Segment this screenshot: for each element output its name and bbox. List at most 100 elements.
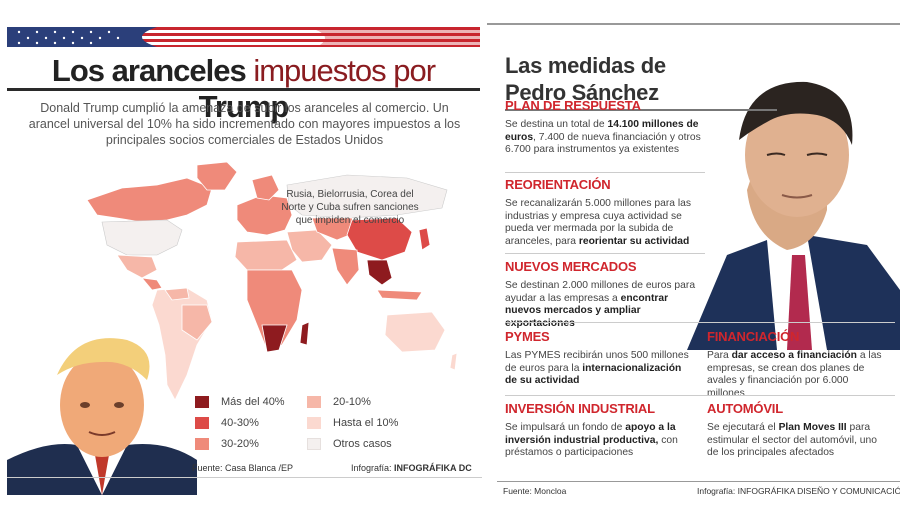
map-scandinavia: [251, 174, 280, 201]
section-text: Las PYMES recibirán unos 500 millones de…: [505, 349, 689, 374]
tariffs-infographic: Los aranceles impuestos por Trump Donald…: [7, 20, 482, 495]
legend-swatch: [307, 417, 321, 429]
section-heading: AUTOMÓVIL: [707, 401, 783, 416]
section-highlight: Plan Moves III: [778, 421, 847, 433]
map-madagascar: [299, 321, 310, 346]
map-china: [346, 217, 413, 261]
section-nuevos-mercados: NUEVOS MERCADOS Se destinan 2.000 millon…: [505, 259, 705, 331]
map-brazil: [181, 304, 213, 341]
section-text: Para: [707, 349, 732, 361]
section-financiacion: FINANCIACIÓN Para dar acceso a financiac…: [707, 329, 887, 401]
legend-item: Otros casos: [307, 438, 392, 450]
footer-divider: [497, 481, 900, 482]
section-text: , 7.400 de nueva financiación y otros 6.…: [505, 131, 701, 156]
title-divider: [7, 88, 480, 91]
section-text: para estimular el sector del automóvil, …: [707, 421, 877, 459]
credit-name: INFOGRÁFIKA DC: [394, 463, 472, 473]
title-part-3: Trump: [198, 89, 290, 124]
legend-item: 20-10%: [307, 396, 371, 408]
section-divider: [505, 172, 705, 173]
section-text: a las empresas, se crean dos planes de a…: [707, 349, 882, 400]
map-greenland: [196, 161, 238, 191]
map-australia: [384, 311, 446, 353]
map-southeast-asia: [366, 259, 393, 286]
map-legend: Más del 40% 40-30% 30-20% 20-10% Hasta e…: [195, 392, 455, 472]
map-mexico: [116, 254, 158, 279]
title-part-2: impuestos por: [253, 53, 436, 88]
section-heading: NUEVOS MERCADOS: [505, 259, 637, 274]
section-highlight: apoyo a la inversión industrial producti…: [505, 421, 676, 446]
sanchez-measures-infographic: Las medidas de Pedro Sánchez PLAN DE RES…: [487, 20, 900, 496]
legend-label: Más del 40%: [221, 396, 285, 408]
map-central-asia: [311, 217, 358, 241]
map-north-africa: [234, 239, 298, 271]
map-usa: [101, 219, 183, 256]
legend-label: Otros casos: [333, 438, 392, 450]
section-heading: PYMES: [505, 329, 550, 344]
legend-item: Más del 40%: [195, 396, 285, 408]
us-flag-banner: [7, 27, 480, 47]
section-heading: REORIENTACIÓN: [505, 177, 611, 192]
intro-text: Donald Trump cumplió la amenaza de subir…: [28, 101, 461, 147]
legend-label: Hasta el 10%: [333, 417, 399, 429]
title-line-1: Las medidas de: [505, 53, 666, 78]
section-text: con préstamos o participaciones: [505, 434, 678, 459]
legend-swatch: [195, 438, 209, 450]
legend-swatch: [195, 396, 209, 408]
section-text: Se ejecutará el: [707, 421, 779, 433]
map-indonesia: [376, 289, 423, 301]
section-highlight: dar acceso a financiación: [731, 349, 857, 361]
legend-swatch: [195, 417, 209, 429]
trump-portrait: [7, 338, 197, 495]
legend-swatch: [307, 396, 321, 408]
right-credit: Infografía: INFOGRÁFIKA DISEÑO Y COMUNIC…: [697, 486, 900, 496]
legend-item: 40-30%: [195, 417, 259, 429]
section-highlight: internacionalización de su actividad: [505, 362, 682, 387]
left-source: Fuente: Casa Blanca /EP: [192, 463, 294, 473]
section-divider: [505, 395, 895, 396]
section-text: Se destinan 2.000 millones de euros para…: [505, 279, 696, 304]
section-heading: FINANCIACIÓN: [707, 329, 800, 344]
title-divider: [505, 109, 777, 111]
infographic-title: Los aranceles impuestos por Trump: [7, 53, 480, 125]
section-plan-respuesta: PLAN DE RESPUESTA Se destina un total de…: [505, 98, 705, 157]
section-pymes: PYMES Las PYMES recibirán unos 500 millo…: [505, 329, 695, 388]
section-text: Se recanalizarán 5.000 millones para las…: [505, 197, 692, 248]
section-heading: INVERSIÓN INDUSTRIAL: [505, 401, 655, 416]
map-new-zealand: [449, 352, 458, 371]
section-highlight: 14.100 millones de euros: [505, 118, 699, 143]
title-part-1: Los aranceles: [51, 53, 247, 88]
section-text: Se impulsará un fondo de: [505, 421, 626, 433]
credit-label: Infografía:: [351, 463, 392, 473]
section-automovil: AUTOMÓVIL Se ejecutará el Plan Moves III…: [707, 401, 887, 460]
legend-label: 30-20%: [221, 438, 259, 450]
legend-label: 20-10%: [333, 396, 371, 408]
legend-label: 40-30%: [221, 417, 259, 429]
map-africa: [246, 269, 303, 351]
section-divider: [505, 322, 895, 323]
top-divider: [487, 23, 900, 25]
world-tariff-map: [86, 161, 458, 401]
sanchez-portrait: [687, 81, 900, 350]
section-reorientacion: REORIENTACIÓN Se recanalizarán 5.000 mil…: [505, 177, 705, 249]
section-heading: PLAN DE RESPUESTA: [505, 98, 641, 113]
map-central-america: [141, 277, 163, 291]
map-india: [331, 247, 360, 286]
legend-item: 30-20%: [195, 438, 259, 450]
map-russia: [286, 174, 448, 219]
legend-swatch: [307, 438, 321, 450]
left-credit: Infografía: INFOGRÁFIKA DC: [351, 463, 472, 473]
map-southern-africa: [261, 324, 288, 353]
map-canada: [86, 177, 213, 223]
map-japan: [418, 227, 431, 251]
sanchez-title: Las medidas de Pedro Sánchez: [505, 52, 666, 106]
legend-item: Hasta el 10%: [307, 417, 398, 429]
section-text: Se destina un total de: [505, 118, 608, 130]
title-line-2: Pedro Sánchez: [505, 80, 659, 105]
right-source: Fuente: Moncloa: [503, 486, 567, 496]
section-highlight: encontrar nuevos mercados y ampliar expo…: [505, 292, 669, 330]
map-venezuela: [164, 287, 190, 301]
sanctions-note: Rusia, Bielorrusia, Corea del Norte y Cu…: [281, 189, 419, 226]
section-inversion-industrial: INVERSIÓN INDUSTRIAL Se impulsará un fon…: [505, 401, 695, 460]
section-highlight: reorientar su actividad: [578, 236, 690, 248]
